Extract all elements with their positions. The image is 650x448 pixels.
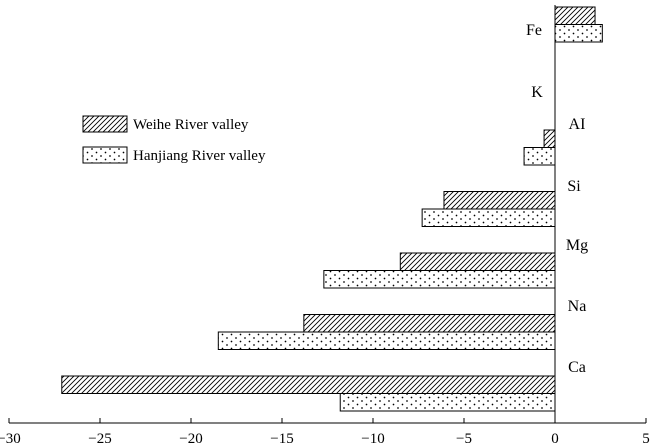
- category-label-ca: Ca: [568, 359, 586, 376]
- category-label-fe: Fe: [526, 22, 542, 39]
- bar-mg-hanjiang: [323, 270, 556, 289]
- bar-mg-weihe: [399, 252, 556, 271]
- x-tick-label: −5: [456, 431, 472, 447]
- bar-fe-weihe: [554, 6, 596, 25]
- legend-label-weihe: Weihe River valley: [133, 117, 249, 133]
- category-label-mg: Mg: [566, 237, 588, 254]
- bar-ca-hanjiang: [339, 393, 556, 412]
- x-ticks: −30 −25 −20 −15 −10 −5 0 5: [0, 418, 650, 447]
- legend: Weihe River valley Hanjiang River valley: [82, 115, 266, 164]
- x-tick-label: 0: [551, 431, 559, 447]
- category-label-k: K: [531, 84, 543, 101]
- bar-si-weihe: [443, 191, 556, 210]
- category-label-na: Na: [568, 298, 587, 315]
- x-tick-label: 5: [642, 431, 650, 447]
- bar-fe-hanjiang: [554, 24, 603, 43]
- category-label-si: Si: [567, 178, 581, 195]
- x-tick-label: −25: [88, 431, 111, 447]
- bar-ca-weihe: [61, 375, 556, 394]
- bar-al-weihe: [543, 129, 556, 148]
- x-tick-label: −10: [361, 431, 384, 447]
- bar-al-hanjiang: [523, 147, 556, 166]
- legend-label-hanjiang: Hanjiang River valley: [133, 148, 266, 164]
- bar-na-weihe: [303, 314, 556, 333]
- x-tick-label: −20: [179, 431, 202, 447]
- bars-group: [61, 6, 603, 412]
- legend-swatch-weihe: [82, 115, 128, 133]
- bar-si-hanjiang: [421, 208, 556, 227]
- x-axis: [9, 5, 646, 424]
- x-tick-label: −15: [270, 431, 293, 447]
- legend-swatch-hanjiang: [82, 146, 128, 164]
- bar-na-hanjiang: [217, 331, 556, 350]
- category-labels: Ca Na Mg Si AI K Fe: [526, 22, 588, 376]
- x-tick-label: −30: [0, 431, 21, 447]
- category-label-al: AI: [569, 116, 586, 133]
